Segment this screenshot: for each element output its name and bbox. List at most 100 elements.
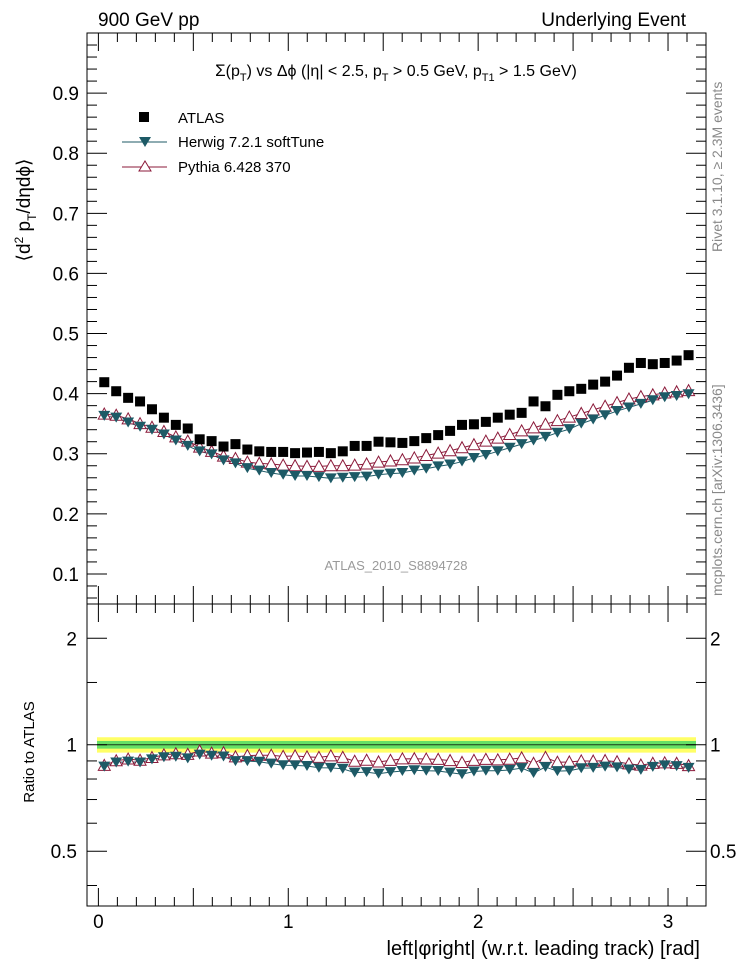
pythia-ratio-point — [490, 752, 505, 766]
pythia-point — [586, 402, 601, 416]
herwig-point — [682, 389, 695, 400]
pythia-ratio-point — [407, 751, 422, 765]
herwig-point — [622, 402, 635, 413]
atlas-point — [552, 389, 563, 400]
herwig-ratio-point — [432, 765, 445, 776]
atlas-point — [301, 447, 312, 458]
herwig-ratio-point — [300, 760, 313, 771]
herwig-ratio-point — [396, 765, 409, 776]
herwig-point — [145, 424, 158, 435]
atlas-point — [99, 377, 110, 388]
pythia-point — [443, 443, 457, 457]
herwig-ratio-point — [646, 761, 659, 772]
main-y-axis-label: ⟨d2 pT/dηdϕ⟩ — [12, 159, 39, 262]
herwig-point — [110, 412, 123, 423]
main-y-tick-label: 0.3 — [53, 445, 79, 466]
main-axis-ticks: 0.1 0.2 0.3 0.4 0.5 0.6 0.7 0.8 0.9 — [53, 44, 706, 599]
ratio-y-tick-label: 2 — [66, 629, 77, 650]
legend-marker-pythia — [138, 160, 152, 172]
atlas-point — [623, 362, 634, 373]
pythia-point — [288, 458, 302, 472]
pythia-ratio-point — [312, 750, 326, 763]
header-right: Underlying Event — [541, 10, 686, 31]
herwig-ratio-point — [265, 758, 278, 769]
herwig-point — [408, 465, 421, 476]
legend-marker-atlas — [139, 112, 149, 122]
atlas-point — [242, 444, 253, 455]
atlas-point — [564, 386, 575, 397]
pythia-point — [371, 455, 386, 468]
main-series — [97, 350, 696, 484]
herwig-ratio-point — [217, 751, 230, 762]
pythia-point — [407, 450, 422, 464]
herwig-point — [479, 449, 492, 460]
ratio-y-tick-label-right: 2 — [710, 629, 721, 650]
pythia-point — [479, 434, 493, 447]
herwig-point — [181, 440, 194, 451]
herwig-point — [467, 452, 480, 463]
herwig-point — [134, 421, 147, 432]
herwig-ratio-point — [634, 764, 647, 775]
herwig-ratio-point — [491, 765, 504, 776]
herwig-ratio-point — [229, 756, 242, 767]
main-y-tick-label: 0.9 — [53, 84, 79, 105]
herwig-point — [122, 417, 135, 428]
herwig-point — [646, 395, 659, 406]
main-y-tick-label: 0.4 — [53, 385, 80, 406]
herwig-ratio-point — [622, 764, 635, 775]
atlas-point — [254, 446, 265, 457]
herwig-point — [277, 469, 290, 480]
herwig-ratio-point — [360, 767, 373, 778]
herwig-ratio-point — [503, 764, 516, 775]
herwig-point — [658, 392, 671, 403]
herwig-point — [312, 472, 325, 483]
atlas-point — [421, 433, 432, 444]
pythia-ratio-point — [359, 753, 374, 766]
pythia-point — [431, 446, 446, 459]
herwig-point — [456, 456, 469, 467]
pythia-point — [335, 458, 350, 472]
pythia-point — [490, 431, 505, 444]
atlas-point — [218, 441, 229, 452]
main-y-tick-label: 0.8 — [53, 144, 79, 165]
x-tick-label: 1 — [283, 912, 294, 933]
ratio-axis-ticks: 0.5 0.5 1 1 2 2 — [51, 629, 736, 886]
atlas-point — [397, 437, 408, 448]
pythia-point — [395, 452, 410, 466]
herwig-ratio-point — [563, 765, 576, 776]
main-y-tick-label: 0.1 — [53, 565, 79, 586]
atlas-point — [313, 446, 324, 457]
herwig-point — [336, 472, 349, 483]
x-axis-label: left|φright| (w.r.t. leading track) [rad… — [387, 938, 700, 960]
legend-label-atlas: ATLAS — [178, 110, 224, 127]
main-y-tick-label: 0.7 — [53, 204, 79, 225]
pythia-ratio-point — [514, 750, 529, 764]
herwig-point — [396, 467, 409, 478]
herwig-ratio-point — [420, 765, 433, 776]
herwig-ratio-point — [122, 756, 135, 767]
atlas-point — [158, 412, 169, 423]
pythia-ratio-point — [467, 753, 481, 766]
pythia-point — [359, 456, 374, 470]
main-y-tick-label: 0.6 — [53, 264, 79, 285]
pythia-ratio-point — [526, 756, 541, 769]
atlas-point — [385, 437, 396, 448]
herwig-ratio-point — [169, 751, 182, 762]
herwig-point — [289, 470, 302, 481]
herwig-ratio-point — [241, 756, 254, 767]
atlas-point — [635, 357, 646, 368]
pythia-point — [514, 423, 529, 437]
herwig-ratio-point — [372, 768, 385, 779]
herwig-point — [611, 406, 624, 417]
atlas-point — [290, 448, 301, 459]
herwig-ratio-point — [444, 767, 457, 778]
pythia-point — [312, 459, 326, 472]
herwig-ratio-point — [670, 761, 683, 772]
pythia-ratio-point — [395, 751, 410, 765]
ratio-y-axis-label: Ratio to ATLAS — [21, 701, 38, 802]
herwig-ratio-point — [587, 762, 600, 773]
herwig-point — [265, 467, 278, 478]
atlas-point — [194, 434, 205, 445]
pythia-point — [550, 413, 565, 427]
